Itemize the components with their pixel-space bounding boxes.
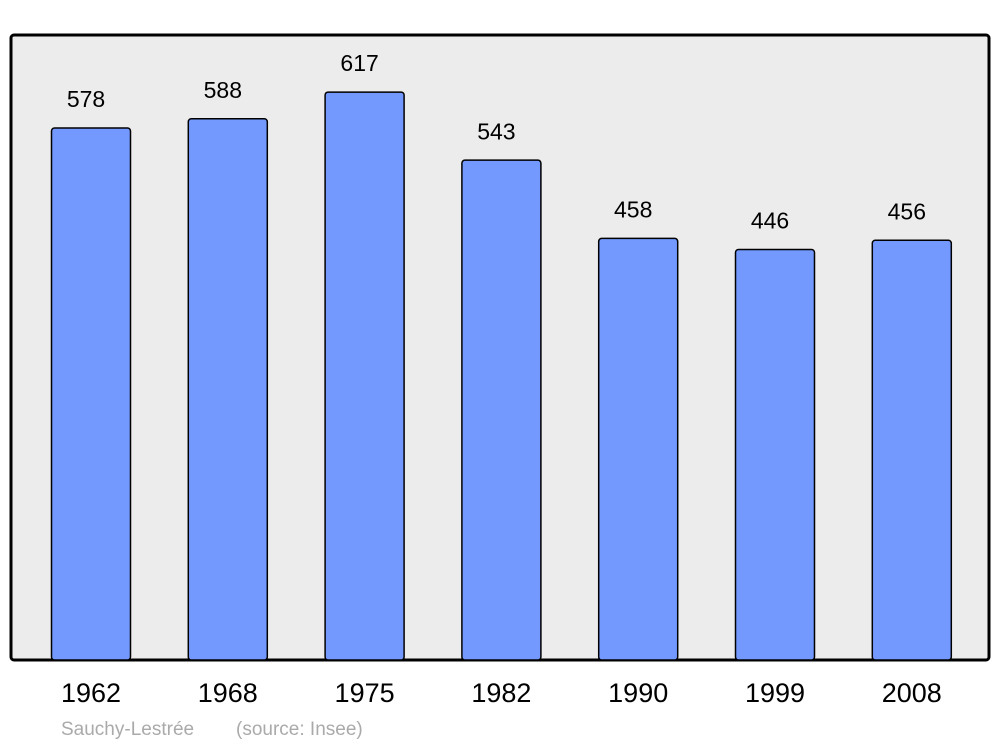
bar bbox=[324, 91, 405, 661]
value-label: 458 bbox=[614, 197, 652, 223]
x-tick-label: 1975 bbox=[335, 678, 395, 708]
x-tick-label: 1968 bbox=[198, 678, 258, 708]
x-tick-label: 2008 bbox=[882, 678, 942, 708]
value-label: 456 bbox=[888, 198, 926, 224]
value-label: 588 bbox=[204, 77, 242, 103]
bar bbox=[187, 118, 269, 661]
value-label: 543 bbox=[477, 118, 515, 144]
value-label: 446 bbox=[751, 208, 789, 234]
value-label: 578 bbox=[67, 86, 105, 112]
x-tick-label: 1982 bbox=[471, 678, 531, 708]
chart-source: (source: Insee) bbox=[236, 719, 363, 740]
x-tick-label: 1999 bbox=[745, 678, 805, 708]
value-label: 617 bbox=[340, 50, 378, 76]
x-tick-label: 1962 bbox=[61, 678, 121, 708]
bar bbox=[461, 159, 542, 661]
bar bbox=[597, 237, 679, 661]
bars bbox=[50, 91, 953, 661]
bar bbox=[734, 248, 816, 661]
bar bbox=[871, 239, 953, 661]
chart-subtitle: Sauchy-Lestrée bbox=[61, 719, 194, 740]
bar bbox=[50, 127, 132, 661]
x-tick-label: 1990 bbox=[608, 678, 668, 708]
